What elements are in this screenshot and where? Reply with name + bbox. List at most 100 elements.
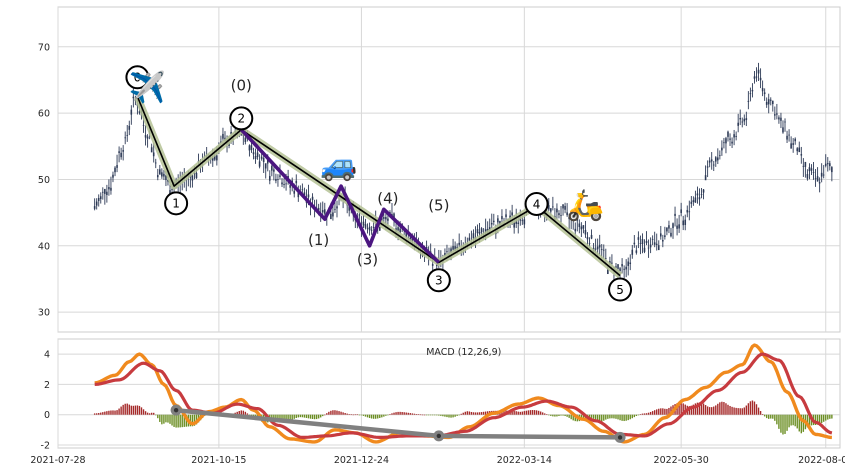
price-candle-body <box>735 136 737 137</box>
price-candle-body <box>472 233 475 239</box>
macd-histogram-bar <box>242 410 245 415</box>
price-candle-body <box>128 125 131 130</box>
price-candle-body <box>784 121 786 123</box>
macd-histogram-bar <box>362 414 365 416</box>
macd-histogram-bar <box>177 414 179 428</box>
macd-histogram-bar <box>763 414 766 417</box>
macd-histogram-bar <box>93 413 96 415</box>
macd-histogram-bar <box>322 414 324 417</box>
price-candle-body <box>684 219 687 225</box>
price-candle-body <box>698 197 701 200</box>
price-candle-body <box>729 138 731 140</box>
macd-histogram-bar <box>694 403 697 415</box>
macd-histogram-bar <box>417 414 420 415</box>
price-candle-body <box>822 174 825 176</box>
price-candle-body <box>829 163 831 167</box>
macd-histogram-bar <box>246 413 249 415</box>
macd-histogram-bar <box>741 408 743 415</box>
macd-histogram-bar <box>653 410 656 415</box>
price-candle-body <box>761 88 764 92</box>
macd-trace-dot-center <box>173 407 179 413</box>
price-candle-body <box>550 208 552 212</box>
price-candle-body <box>810 168 813 171</box>
macd-histogram-bar <box>340 411 342 415</box>
price-candle-body <box>348 206 351 211</box>
macd-histogram-bar <box>529 410 532 415</box>
macd-histogram-bar <box>167 414 169 423</box>
macd-histogram-bar <box>124 403 126 415</box>
price-candle-body <box>372 226 375 228</box>
price-candle-body <box>165 175 167 181</box>
macd-histogram-bar <box>782 414 784 435</box>
macd-histogram-bar <box>330 410 332 415</box>
price-candle-body <box>633 242 636 245</box>
macd-histogram-bar <box>248 414 251 416</box>
price-candle-body <box>602 249 605 251</box>
macd-histogram-bar <box>344 413 346 415</box>
macd-histogram-bar <box>379 414 381 418</box>
x-tick-label: 2021-12-24 <box>334 455 389 466</box>
macd-histogram-bar <box>582 414 585 420</box>
price-candle-body <box>132 96 135 99</box>
price-candle-body <box>285 183 287 185</box>
macd-histogram-bar <box>427 414 430 416</box>
macd-histogram-bar <box>774 414 776 421</box>
price-candle-body <box>778 117 780 120</box>
price-candle-body <box>802 165 805 167</box>
price-candle-body <box>171 188 173 190</box>
macd-histogram-bar <box>297 414 300 418</box>
macd-histogram-bar <box>238 411 240 415</box>
price-candle-body <box>275 178 277 181</box>
macd-histogram-bar <box>713 406 715 415</box>
price-candle-body <box>727 131 729 137</box>
price-candle-body <box>692 200 695 202</box>
wave-marker-circle <box>608 277 633 302</box>
macd-histogram-bar <box>120 406 122 415</box>
macd-histogram-bar <box>560 414 562 416</box>
macd-histogram-bar <box>118 408 120 415</box>
price-candle-body <box>623 268 625 270</box>
macd-histogram-bar <box>609 414 611 419</box>
macd-histogram-bar <box>401 412 403 415</box>
price-candle-body <box>788 134 790 136</box>
macd-histogram-bar <box>370 414 373 419</box>
macd-histogram-bar <box>163 414 165 424</box>
price-candle-body <box>584 229 587 235</box>
wave-marker-label: 0 <box>134 71 142 85</box>
price-candle-body <box>806 174 809 179</box>
price-candle-body <box>704 175 707 181</box>
macd-histogram-bar <box>157 414 159 419</box>
price-candle-body <box>277 179 279 180</box>
macd-histogram-bar <box>148 413 151 415</box>
macd-histogram-bar <box>138 405 141 415</box>
price-candle-body <box>639 242 642 244</box>
macd-y-tick-label: 0 <box>44 410 50 421</box>
price-candle-body <box>731 141 733 144</box>
macd-histogram-bar <box>474 412 477 415</box>
macd-histogram-bar <box>142 409 145 415</box>
macd-histogram-bar <box>303 414 306 418</box>
macd-title: MACD (12,26,9) <box>426 347 501 358</box>
macd-histogram-bar <box>458 414 460 416</box>
macd-histogram-bar <box>173 414 175 427</box>
wave-marker-2: 2 <box>229 106 254 131</box>
price-candle-body <box>666 227 668 232</box>
macd-histogram-bar <box>234 412 236 415</box>
price-candle-body <box>769 99 772 101</box>
macd-histogram-bar <box>692 404 695 415</box>
price-candle-body <box>680 209 682 213</box>
macd-histogram-bar <box>350 414 352 416</box>
macd-histogram-bar <box>700 402 703 415</box>
macd-histogram-bar <box>150 412 153 415</box>
wave-marker-label: 5 <box>616 283 624 297</box>
price-candle-body <box>717 157 719 161</box>
macd-histogram-bar <box>656 409 658 415</box>
price-candle-body <box>686 209 689 213</box>
macd-histogram-bar <box>240 410 242 415</box>
macd-y-tick-label: 2 <box>44 380 50 391</box>
macd-histogram-bar <box>523 411 526 415</box>
price-candle-body <box>478 232 481 234</box>
price-candle-body <box>106 191 108 196</box>
price-candle-body <box>311 196 314 200</box>
macd-histogram-bar <box>759 411 762 415</box>
